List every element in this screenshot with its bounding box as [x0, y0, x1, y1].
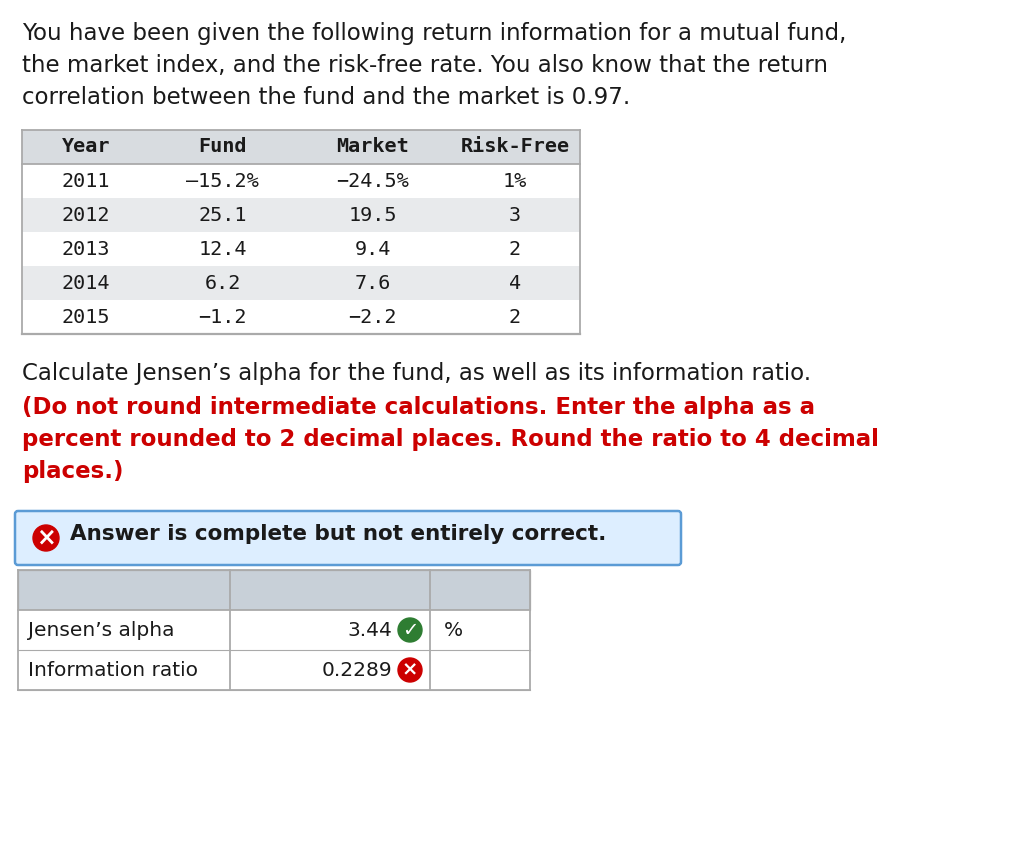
Text: 2: 2	[509, 240, 521, 259]
Text: 1%: 1%	[503, 172, 527, 191]
Text: Risk-Free: Risk-Free	[460, 137, 570, 156]
Text: −1.2: −1.2	[198, 308, 247, 327]
Text: Answer is complete but not entirely correct.: Answer is complete but not entirely corr…	[70, 524, 607, 544]
Text: ×: ×	[402, 661, 418, 680]
Text: 3: 3	[509, 206, 521, 225]
Text: places.): places.)	[22, 460, 124, 483]
Text: 2: 2	[509, 308, 521, 327]
Bar	[22, 300, 580, 334]
Text: 7.6: 7.6	[354, 274, 390, 293]
Text: Calculate Jensen’s alpha for the fund, as well as its information ratio.: Calculate Jensen’s alpha for the fund, a…	[22, 362, 812, 385]
Text: You have been given the following return information for a mutual fund,: You have been given the following return…	[22, 22, 847, 45]
Text: 2014: 2014	[62, 274, 110, 293]
Bar	[22, 232, 580, 266]
Text: Information ratio: Information ratio	[28, 661, 198, 680]
Circle shape	[398, 658, 422, 682]
Text: ‒15.2%: ‒15.2%	[186, 172, 259, 191]
Bar	[430, 610, 530, 650]
Text: 9.4: 9.4	[354, 240, 390, 259]
Bar	[18, 650, 230, 690]
Text: 6.2: 6.2	[204, 274, 241, 293]
Text: percent rounded to 2 decimal places. Round the ratio to 4 decimal: percent rounded to 2 decimal places. Rou…	[22, 428, 879, 451]
Bar	[22, 266, 580, 300]
Text: 4: 4	[509, 274, 521, 293]
Text: Year: Year	[62, 137, 110, 156]
Text: 2011: 2011	[62, 172, 110, 191]
Text: Market: Market	[336, 137, 409, 156]
Text: 2013: 2013	[62, 240, 110, 259]
Text: correlation between the fund and the market is 0.97.: correlation between the fund and the mar…	[22, 86, 630, 109]
Bar	[22, 164, 580, 198]
Bar	[430, 650, 530, 690]
Text: ✓: ✓	[402, 620, 418, 639]
Bar	[230, 610, 430, 650]
Text: 12.4: 12.4	[198, 240, 247, 259]
Bar	[18, 570, 530, 610]
Text: Fund: Fund	[198, 137, 247, 156]
Circle shape	[33, 525, 59, 551]
Text: the market index, and the risk-free rate. You also know that the return: the market index, and the risk-free rate…	[22, 54, 828, 77]
Text: Jensen’s alpha: Jensen’s alpha	[28, 620, 174, 639]
FancyBboxPatch shape	[15, 511, 681, 565]
Text: %: %	[444, 620, 464, 639]
Text: 2012: 2012	[62, 206, 110, 225]
Bar	[230, 650, 430, 690]
Text: −2.2: −2.2	[348, 308, 397, 327]
Bar	[18, 610, 230, 650]
Text: 0.2289: 0.2289	[321, 661, 392, 680]
Text: 19.5: 19.5	[348, 206, 397, 225]
Text: −24.5%: −24.5%	[336, 172, 409, 191]
Bar	[22, 198, 580, 232]
Circle shape	[398, 618, 422, 642]
Text: (Do not round intermediate calculations. Enter the alpha as a: (Do not round intermediate calculations.…	[22, 396, 815, 419]
Bar	[22, 130, 580, 164]
Text: 2015: 2015	[62, 308, 110, 327]
Text: ×: ×	[36, 526, 56, 550]
Text: 3.44: 3.44	[347, 620, 392, 639]
Text: 25.1: 25.1	[198, 206, 247, 225]
